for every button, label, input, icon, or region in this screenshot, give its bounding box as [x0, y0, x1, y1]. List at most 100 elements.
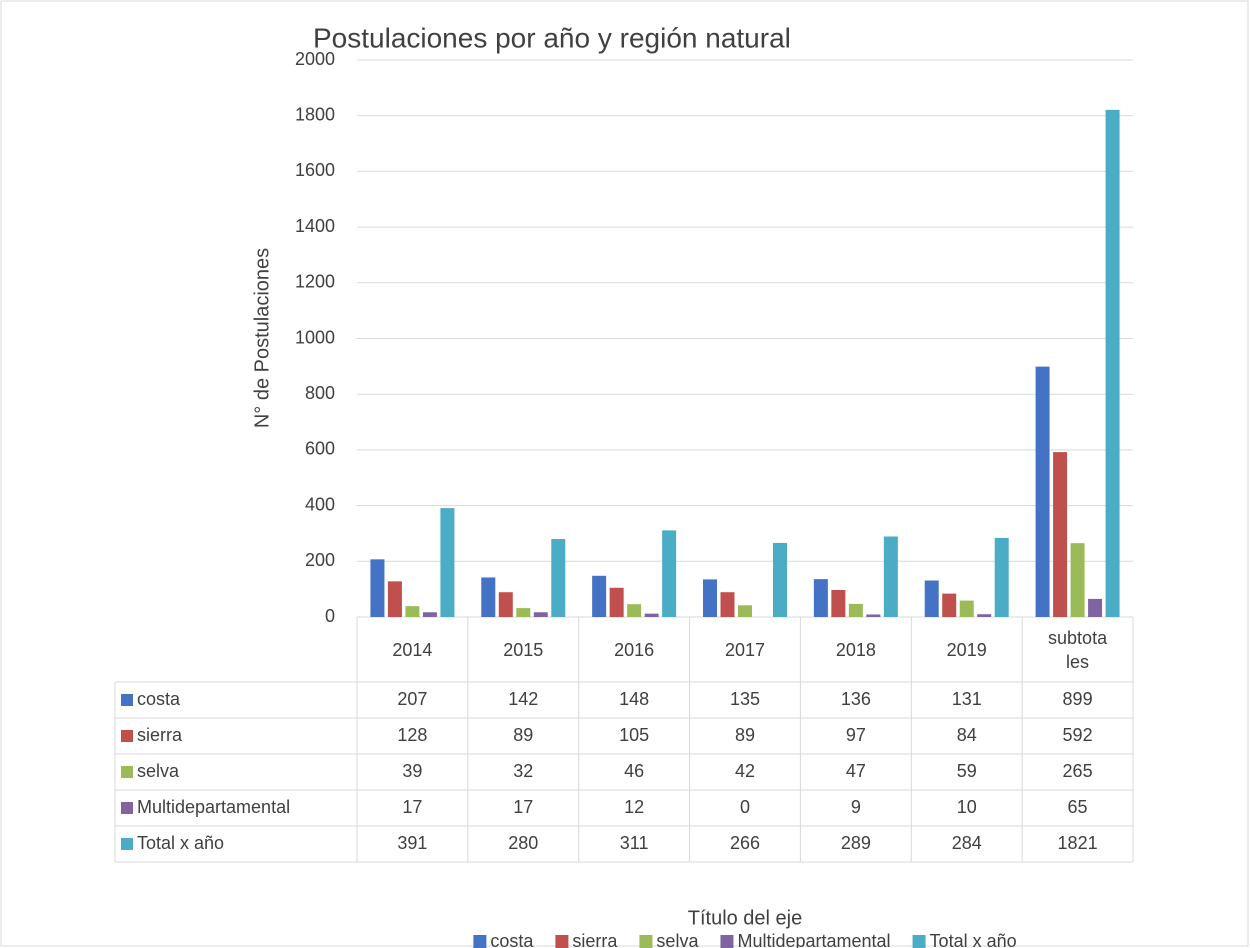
- chart-title: Postulaciones por año y región natural: [313, 22, 791, 53]
- bar: [883, 536, 898, 617]
- x-tick-label-box: 2016: [614, 639, 655, 660]
- x-axis-title: Título del eje: [688, 907, 803, 929]
- table-cell: 59: [957, 761, 977, 781]
- y-tick-label: 1000: [295, 327, 335, 347]
- legend-key: [473, 935, 487, 948]
- table-row-label: Total x año: [137, 833, 224, 853]
- table-cell: 284: [952, 833, 982, 853]
- bar: [866, 614, 881, 617]
- table-row-label: sierra: [137, 725, 183, 745]
- bar: [773, 542, 787, 617]
- table-cell: 142: [508, 689, 538, 709]
- bar: [924, 580, 939, 617]
- legend-key: [720, 935, 734, 948]
- bar: [848, 603, 863, 617]
- table-cell: 1821: [1058, 833, 1098, 853]
- bar: [516, 608, 531, 617]
- bar: [422, 612, 437, 617]
- bar: [627, 604, 642, 617]
- bar: [644, 613, 659, 617]
- bar: [720, 592, 735, 617]
- y-tick-label: 1400: [295, 216, 335, 236]
- bar: [592, 575, 607, 617]
- x-tick-label-wrap: 2019: [911, 617, 1022, 682]
- bar: [1035, 366, 1050, 617]
- x-tick-label-wrap: 2014: [357, 617, 468, 682]
- table-cell: 17: [402, 797, 422, 817]
- table-cell: 32: [513, 761, 533, 781]
- legend-label: costa: [490, 931, 534, 948]
- x-tick-label-wrap: 2018: [800, 617, 911, 682]
- table-cell: 84: [957, 725, 977, 745]
- bar: [533, 612, 548, 617]
- table-cell: 89: [513, 725, 533, 745]
- y-tick-label: 200: [305, 550, 335, 570]
- x-tick-label-box: 2019: [911, 617, 1022, 682]
- table-row-label: selva: [137, 761, 180, 781]
- table-row-label: costa: [137, 689, 181, 709]
- y-tick-label: 800: [305, 383, 335, 403]
- bar: [1105, 109, 1120, 617]
- x-tick-label: 2016: [614, 639, 655, 660]
- legend-key: [121, 730, 133, 742]
- x-tick-label: 2018: [835, 639, 876, 660]
- y-tick-label: 1600: [295, 160, 335, 180]
- x-tick-label-box: 2017: [690, 617, 801, 682]
- table-cell: 131: [952, 689, 982, 709]
- table-cell: 39: [402, 761, 422, 781]
- x-tick-label: 2014: [392, 639, 433, 660]
- legend-label: Multidepartamental: [737, 931, 890, 948]
- legend-label: sierra: [572, 931, 618, 948]
- x-tick-label-wrap: 2017: [690, 617, 801, 682]
- table-cell: 391: [397, 833, 427, 853]
- table-cell: 9: [851, 797, 861, 817]
- bar: [498, 592, 513, 617]
- bar: [1088, 598, 1103, 617]
- x-tick-label-wrap: 2015: [468, 617, 579, 682]
- bar: [959, 600, 974, 617]
- legend-key: [639, 935, 653, 948]
- table-cell: 899: [1063, 689, 1093, 709]
- bar: [977, 614, 992, 617]
- bar: [405, 606, 420, 617]
- x-tick-label-box: 2015: [468, 617, 579, 682]
- legend-key: [121, 694, 133, 706]
- table-cell: 265: [1063, 761, 1093, 781]
- table-cell: 17: [513, 797, 533, 817]
- x-tick-label-box: subtotales: [1048, 627, 1108, 672]
- y-tick-label: 400: [305, 494, 335, 514]
- bar: [662, 530, 677, 617]
- y-tick-label: 600: [305, 439, 335, 459]
- table-cell: 266: [730, 833, 760, 853]
- table-cell: 97: [846, 725, 866, 745]
- legend-label: Total x año: [930, 931, 1017, 948]
- table-cell: 128: [397, 725, 427, 745]
- table-cell: 311: [620, 833, 649, 853]
- x-tick-label: 2017: [724, 639, 765, 660]
- bar: [942, 593, 957, 617]
- table-cell: 207: [397, 689, 427, 709]
- legend-key: [121, 766, 133, 778]
- table-cell: 89: [735, 725, 755, 745]
- table-cell: 592: [1063, 725, 1093, 745]
- bar: [831, 589, 846, 617]
- bar: [481, 577, 496, 617]
- bar: [813, 579, 828, 617]
- table-cell: 42: [735, 761, 755, 781]
- y-axis-title: N° de Postulaciones: [251, 248, 273, 428]
- legend-key: [912, 935, 926, 948]
- x-tick-label-box: 2018: [800, 617, 911, 682]
- y-tick-label: 0: [325, 606, 335, 626]
- x-tick-label: subtotales: [1048, 627, 1108, 672]
- legend-label: selva: [656, 931, 699, 948]
- table-cell: 10: [957, 797, 977, 817]
- table-cell: 47: [846, 761, 866, 781]
- bar: [1053, 452, 1068, 617]
- bar: [738, 605, 752, 617]
- x-tick-label: 2019: [946, 639, 987, 660]
- legend-key: [121, 838, 133, 850]
- bar: [1070, 543, 1085, 617]
- table-cell: 148: [619, 689, 649, 709]
- table-cell: 0: [740, 797, 750, 817]
